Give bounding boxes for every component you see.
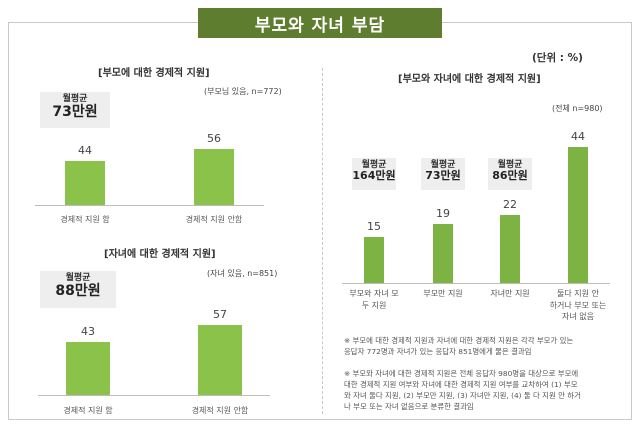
chart3-value-label: 44	[571, 129, 585, 143]
chart1-value-label: 44	[78, 144, 92, 157]
chart1-bar	[194, 149, 234, 205]
chart2-category-label: 경제적 지원 안함	[165, 405, 275, 417]
chart3-average-box: 월평균 73만원	[421, 158, 465, 190]
category-line: 하거나 부모 또는	[549, 300, 607, 310]
footnote-2: ※ 부모와 자녀에 대한 경제적 지원은 전체 응답자 980명을 대상으로 부…	[344, 368, 581, 412]
chart1-category-label: 경제적 지원 안함	[159, 214, 269, 226]
chart1-category-label: 경제적 지원 함	[30, 214, 140, 226]
category-line: 경제적 지원 함	[60, 215, 110, 224]
chart2-note: (자녀 있음, n=851)	[207, 269, 278, 278]
chart2-average-label: 월평균	[65, 273, 91, 283]
chart3-average-value: 164만원	[352, 169, 396, 183]
chart3-average-label: 월평균	[361, 160, 387, 170]
category-line: 둘다 지원 안	[557, 289, 599, 298]
chart3-value-label: 15	[367, 219, 381, 233]
chart3-value-label: 19	[436, 207, 450, 221]
chart1-title: [부모에 대한 경제적 지원]	[98, 68, 210, 79]
chart2-title: [자녀에 대한 경제적 지원]	[104, 249, 216, 260]
chart3-axis	[342, 283, 610, 284]
footnote-line: 대한 경제적 지원 여부와 자녀에 대한 경제적 지원 여부를 교차하여 (1)…	[344, 380, 578, 390]
chart2-category-label: 경제적 지원 함	[33, 405, 143, 417]
footnote-line: 응답자 772명과 자녀가 있는 응답자 851명에게 물은 결과임	[344, 347, 532, 357]
chart3-average-label: 월평균	[430, 160, 456, 170]
chart2-average-box: 월평균 88만원	[40, 271, 116, 308]
chart2-average-value: 88만원	[55, 283, 101, 300]
category-line: 부모와 자녀 모	[349, 289, 399, 298]
chart3-value-label: 22	[503, 197, 517, 211]
category-line: 경제적 지원 안함	[191, 406, 249, 415]
chart3-average-box: 월평균 164만원	[352, 158, 396, 190]
chart1-axis	[35, 205, 264, 206]
footnote-line: 나 부모 또는 자녀 없음으로 분류한 결과임	[344, 402, 474, 412]
category-line: 자녀 없음	[562, 312, 594, 322]
chart3-bar	[568, 146, 588, 283]
footnote-line: 와 자녀 둘다 지원, (2) 부모만 지원, (3) 자녀만 지원, (4) …	[344, 391, 581, 401]
chart3-title: [부모와 자녀에 대한 경제적 지원]	[398, 74, 541, 85]
category-line: 부모만 지원	[423, 289, 463, 298]
chart2-bar	[66, 342, 110, 395]
category-line: 경제적 지원 안함	[185, 215, 243, 224]
chart1-note: (부모님 있음, n=772)	[204, 87, 282, 96]
category-line: 두 지원	[361, 300, 387, 310]
chart3-bar	[364, 236, 384, 283]
main-title: 부모와 자녀 부담	[198, 8, 442, 38]
chart1-average-box: 월평균 73만원	[40, 92, 110, 128]
chart3-average-box: 월평균 86만원	[488, 158, 532, 190]
chart3-bar	[500, 214, 520, 283]
chart3-bar	[433, 224, 453, 283]
chart1-average-label: 월평균	[62, 94, 88, 104]
footnote-line: ※ 부모와 자녀에 대한 경제적 지원은 전체 응답자 980명을 대상으로 부…	[344, 369, 579, 378]
chart1-bar	[65, 161, 105, 205]
chart3-average-label: 월평균	[497, 160, 523, 170]
footnote-line: ※ 부모에 대한 경제적 지원과 자녀에 대한 경제적 지원은 각각 부모가 있…	[344, 336, 574, 345]
footnote-1: ※ 부모에 대한 경제적 지원과 자녀에 대한 경제적 지원은 각각 부모가 있…	[344, 335, 573, 357]
chart3-category-label: 자녀만 지원	[473, 288, 547, 300]
chart2-axis	[38, 395, 270, 396]
chart3-average-value: 86만원	[492, 169, 528, 183]
chart2-value-label: 43	[81, 325, 95, 339]
chart1-average-value: 73만원	[52, 104, 98, 121]
category-line: 경제적 지원 함	[63, 406, 113, 415]
chart3-note: (전체 n=980)	[552, 104, 603, 113]
panel-divider	[322, 68, 323, 414]
chart3-average-value: 73만원	[425, 169, 461, 183]
chart1-value-label: 56	[207, 132, 221, 145]
chart2-bar	[198, 324, 242, 395]
category-line: 자녀만 지원	[490, 289, 530, 298]
chart2-value-label: 57	[213, 307, 227, 321]
chart3-category-label: 부모만 지원	[406, 288, 480, 300]
unit-label: (단위 : %)	[532, 52, 583, 64]
